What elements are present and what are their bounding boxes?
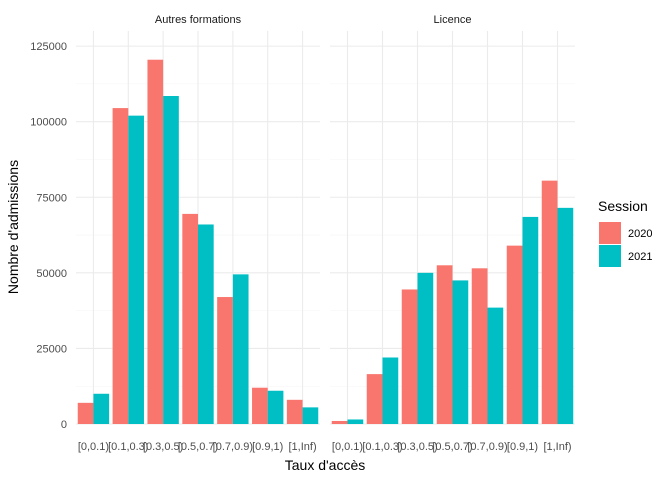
bar-2021	[267, 390, 284, 424]
x-tick-label: [0.5,0.7)	[178, 441, 218, 453]
bar-2020	[112, 108, 129, 424]
facet-strip-label: Licence	[434, 14, 472, 26]
bar-2021	[347, 419, 364, 424]
bar-2021	[302, 407, 319, 424]
bar-2021	[232, 274, 249, 424]
bar-2020	[217, 297, 233, 424]
x-tick-label: [0.5,0.7)	[432, 441, 472, 453]
x-tick-label: [0,0.1)	[78, 441, 109, 453]
y-tick-label: 0	[61, 419, 67, 431]
bar-2020	[252, 387, 268, 424]
x-tick-label: [0,0.1)	[332, 441, 363, 453]
bar-2020	[77, 402, 94, 424]
legend-key-2021	[599, 245, 621, 267]
bar-2020	[506, 245, 523, 424]
bar-2020	[366, 374, 383, 424]
bar-2020	[541, 180, 558, 424]
bar-2020	[436, 265, 453, 424]
bar-2021	[198, 224, 214, 424]
x-tick-label: [0.7,0.9)	[213, 441, 253, 453]
bar-2021	[452, 280, 469, 424]
bar-2020	[471, 268, 488, 424]
x-tick-label: [0.3,0.5)	[397, 441, 437, 453]
x-tick-label: [0.1,0.3)	[362, 441, 402, 453]
bar-2020	[147, 59, 164, 424]
y-tick-label: 100000	[30, 117, 67, 129]
y-tick-label: 50000	[36, 268, 67, 280]
x-tick-label: [0.7,0.9)	[467, 441, 507, 453]
bar-2021	[487, 307, 504, 424]
x-tick-label: [1,Inf)	[289, 441, 317, 453]
x-tick-label: [0.9,1)	[507, 441, 538, 453]
facet-panel: Autres formations	[76, 14, 320, 425]
bar-2021	[417, 272, 434, 424]
legend-key-2020	[599, 222, 621, 244]
bar-2021	[557, 207, 574, 424]
facet-panel: Licence	[330, 14, 575, 425]
bar-2021	[163, 95, 179, 424]
bar-2021	[382, 357, 399, 424]
legend-label: 2020	[628, 228, 652, 240]
facet-strip-label: Autres formations	[155, 14, 242, 26]
bar-2020	[401, 289, 418, 424]
y-tick-label: 75000	[36, 192, 67, 204]
x-axis-title: Taux d'accès	[285, 457, 366, 473]
x-tick-label: [0.3,0.5)	[143, 441, 183, 453]
x-tick-label: [0.1,0.3)	[108, 441, 148, 453]
x-tick-label: [1,Inf)	[543, 441, 571, 453]
y-tick-label: 125000	[30, 41, 67, 53]
bar-2020	[182, 213, 198, 424]
bar-2021	[128, 115, 144, 425]
legend-label: 2021	[628, 251, 652, 263]
bar-2020	[331, 420, 348, 424]
legend-title: Session	[598, 198, 648, 214]
bar-2021	[93, 393, 110, 424]
bar-2021	[522, 216, 539, 424]
x-tick-label: [0.9,1)	[252, 441, 283, 453]
y-axis-title: Nombre d'admissions	[5, 160, 21, 294]
y-tick-label: 25000	[36, 343, 67, 355]
bar-2020	[286, 399, 303, 424]
legend: Session 2020 2021	[598, 198, 652, 267]
